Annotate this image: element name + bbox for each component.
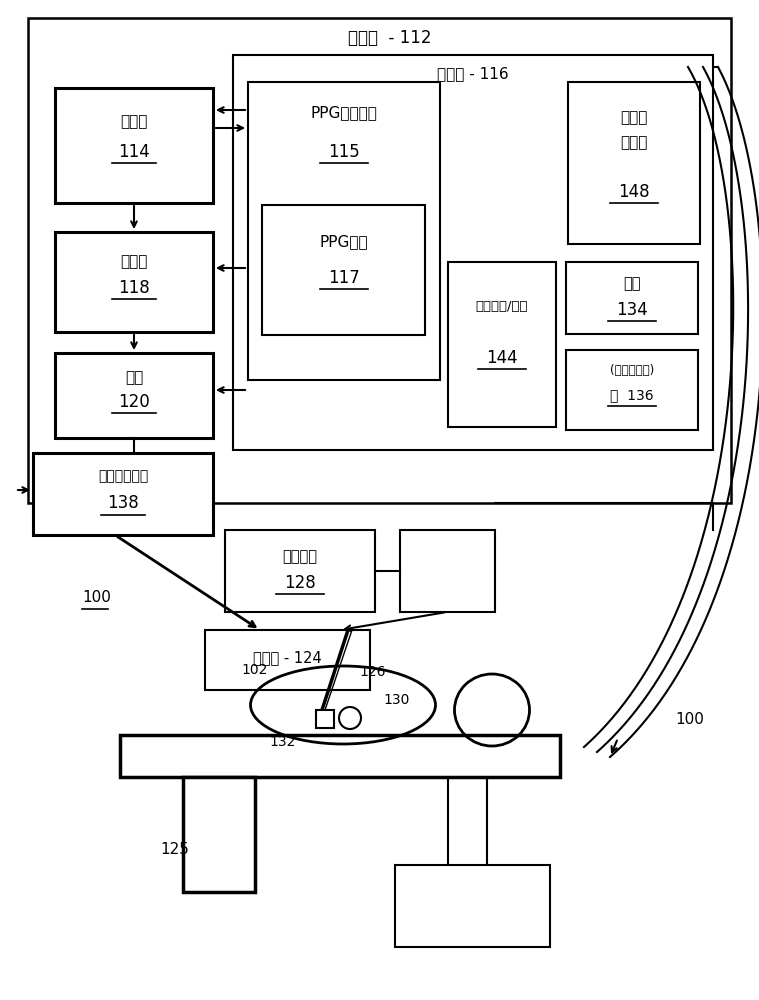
Text: 图  136: 图 136 bbox=[610, 388, 653, 402]
Text: 图像: 图像 bbox=[623, 276, 641, 292]
Bar bbox=[248, 82, 440, 380]
Bar bbox=[568, 82, 700, 244]
Text: 显示器: 显示器 bbox=[121, 254, 148, 269]
Text: 144: 144 bbox=[487, 349, 518, 367]
Bar bbox=[183, 777, 255, 892]
Text: 134: 134 bbox=[616, 301, 648, 319]
Bar bbox=[120, 735, 560, 777]
Text: 102: 102 bbox=[242, 663, 268, 677]
Text: 机器人控制器: 机器人控制器 bbox=[98, 469, 148, 483]
Bar bbox=[233, 55, 713, 450]
Text: 125: 125 bbox=[161, 842, 190, 857]
Bar bbox=[28, 18, 731, 503]
Text: 光传感器: 光传感器 bbox=[282, 550, 317, 564]
Text: 图像生: 图像生 bbox=[620, 110, 647, 125]
Text: 138: 138 bbox=[107, 494, 139, 512]
Text: 工作站  - 112: 工作站 - 112 bbox=[348, 29, 432, 47]
Bar bbox=[205, 630, 370, 690]
Text: 130: 130 bbox=[384, 693, 410, 707]
Text: 148: 148 bbox=[618, 183, 650, 201]
Text: 100: 100 bbox=[676, 712, 704, 728]
Bar bbox=[55, 88, 213, 203]
Text: 处理器: 处理器 bbox=[121, 114, 148, 129]
Bar bbox=[566, 262, 698, 334]
Circle shape bbox=[339, 707, 361, 729]
Text: 术前图像/模型: 术前图像/模型 bbox=[476, 300, 528, 314]
Text: 存储器 - 116: 存储器 - 116 bbox=[437, 66, 509, 82]
Bar bbox=[55, 353, 213, 438]
Text: 机器人 - 124: 机器人 - 124 bbox=[253, 650, 321, 666]
Text: 100: 100 bbox=[82, 590, 111, 605]
Bar bbox=[395, 865, 550, 947]
Text: 接口: 接口 bbox=[125, 370, 143, 385]
Text: 118: 118 bbox=[118, 279, 150, 297]
Text: 115: 115 bbox=[328, 143, 360, 161]
Text: 126: 126 bbox=[360, 665, 386, 679]
Bar bbox=[316, 710, 334, 728]
Text: 128: 128 bbox=[284, 574, 316, 592]
Bar bbox=[566, 350, 698, 430]
Bar bbox=[225, 530, 375, 612]
Bar bbox=[262, 205, 425, 335]
Text: 成模块: 成模块 bbox=[620, 135, 647, 150]
Bar bbox=[400, 530, 495, 612]
Text: PPG方法: PPG方法 bbox=[320, 234, 368, 249]
Bar bbox=[55, 232, 213, 332]
Text: 114: 114 bbox=[118, 143, 150, 161]
Text: (一幅或多幅): (一幅或多幅) bbox=[610, 364, 654, 377]
Bar bbox=[448, 262, 556, 427]
Bar bbox=[33, 453, 213, 535]
Text: PPG解读模块: PPG解读模块 bbox=[310, 105, 377, 120]
Text: 120: 120 bbox=[118, 393, 150, 411]
Text: 117: 117 bbox=[328, 269, 360, 287]
Text: 132: 132 bbox=[269, 735, 296, 749]
